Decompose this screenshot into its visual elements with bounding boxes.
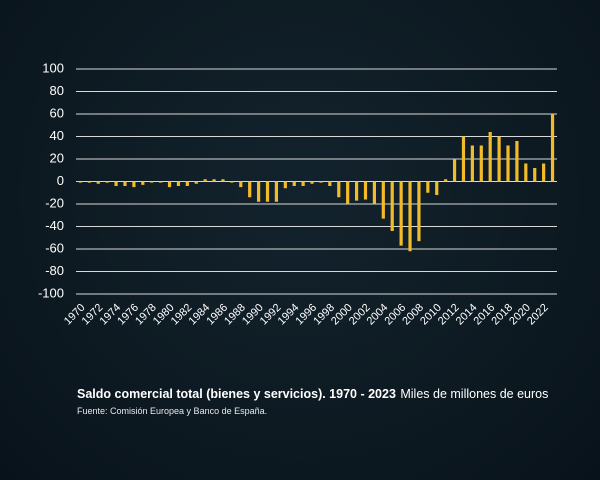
bar	[176, 181, 181, 186]
bar	[328, 181, 332, 186]
bar	[185, 181, 189, 186]
bar	[399, 181, 403, 246]
bar	[426, 181, 430, 193]
bar	[123, 181, 127, 186]
bar	[479, 145, 483, 182]
source: Fuente: Comisión Europea y Banco de Espa…	[77, 406, 268, 416]
bar	[506, 145, 510, 182]
bar	[248, 181, 252, 198]
y-tick-label: 100	[42, 60, 64, 75]
bar	[497, 136, 501, 182]
bar	[167, 181, 172, 188]
bar	[488, 132, 492, 182]
bar	[274, 181, 279, 202]
bar	[363, 181, 368, 200]
y-tick-label: -80	[45, 263, 64, 278]
bar	[239, 181, 243, 188]
bar	[524, 163, 528, 182]
y-tick-label: -100	[38, 285, 64, 300]
bar	[354, 181, 359, 201]
bar	[417, 181, 421, 242]
y-tick-label: 0	[57, 173, 64, 188]
caption: Saldo comercial total (bienes y servicio…	[77, 385, 548, 416]
bar	[550, 114, 555, 182]
bar	[301, 181, 305, 186]
bar	[319, 181, 323, 183]
y-tick-label: -60	[45, 240, 64, 255]
bar	[230, 181, 234, 183]
bar	[141, 181, 145, 185]
y-tick-label: 20	[50, 150, 64, 165]
bar	[114, 181, 118, 186]
bar	[452, 159, 457, 182]
bar	[435, 181, 439, 195]
chart-subtitle: Miles de millones de euros	[400, 387, 549, 401]
x-tick-label: 2022	[525, 302, 551, 328]
bar	[132, 181, 136, 188]
bar	[265, 181, 270, 202]
bar	[212, 179, 216, 182]
bar	[542, 163, 546, 182]
bar	[444, 179, 448, 182]
bar	[381, 181, 385, 219]
y-tick-label: 80	[50, 83, 64, 98]
bar	[257, 181, 261, 202]
bar	[292, 181, 296, 186]
bar	[87, 181, 91, 183]
bar	[194, 181, 198, 184]
chart-title: Saldo comercial total (bienes y servicio…	[77, 387, 396, 401]
bar	[372, 181, 376, 204]
bar	[470, 145, 474, 182]
bar	[533, 168, 537, 182]
y-tick-label: 40	[50, 128, 64, 143]
bar	[96, 181, 100, 184]
bar	[346, 181, 350, 204]
bar	[78, 181, 83, 183]
bar	[515, 141, 519, 182]
bar	[337, 181, 341, 198]
bar	[283, 181, 287, 189]
bar	[105, 181, 109, 183]
y-tick-label: -20	[45, 195, 64, 210]
bar	[159, 181, 163, 183]
bar	[310, 181, 314, 184]
bar	[390, 181, 394, 231]
y-tick-label: 60	[50, 105, 64, 120]
bar	[461, 136, 466, 182]
bar	[150, 181, 154, 183]
bar	[408, 181, 412, 252]
y-tick-label: -40	[45, 218, 64, 233]
bar	[203, 179, 207, 182]
caption-line: Saldo comercial total (bienes y servicio…	[77, 385, 548, 403]
bar	[221, 179, 225, 182]
